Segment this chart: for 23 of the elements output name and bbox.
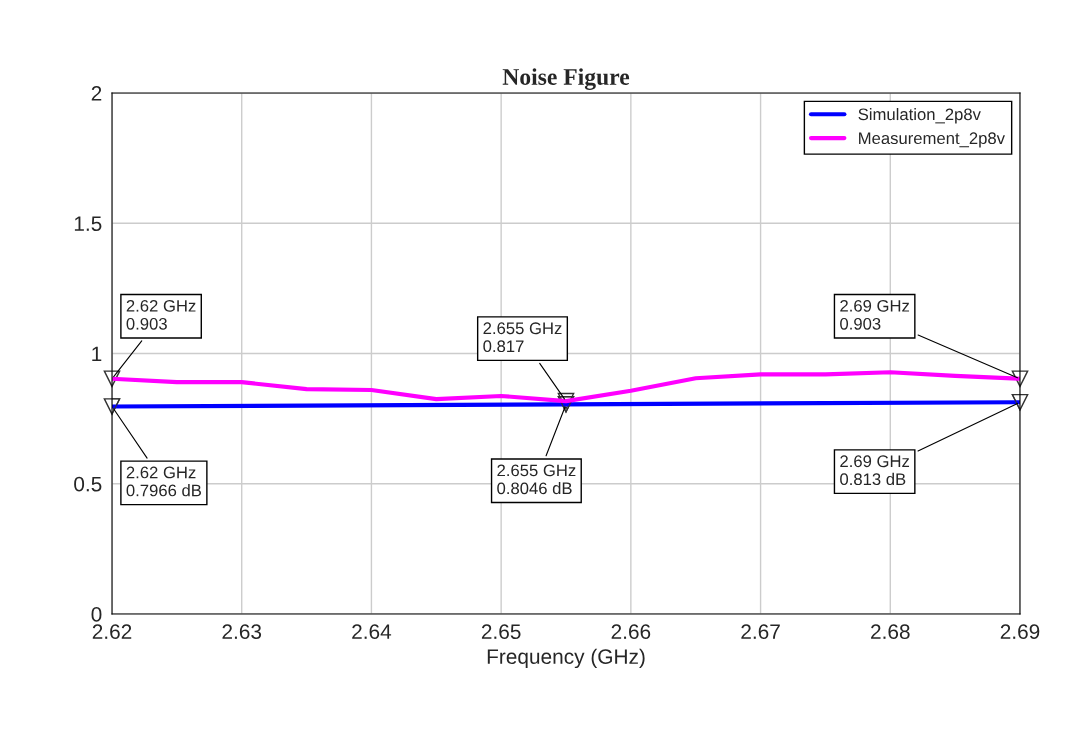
y-tick-label: 1.5: [74, 216, 102, 231]
annotation: 2.655 GHz 0.817: [483, 322, 562, 353]
x-tick-label: 2.68: [871, 624, 910, 640]
legend-label: Measurement_2p8v: [859, 132, 1005, 148]
x-tick-label: 2.64: [352, 624, 392, 640]
annotation: 2.69 GHz 0.813 dB: [840, 455, 910, 486]
x-tick-label: 2.62: [92, 624, 132, 640]
x-tick-label: 2.66: [611, 624, 651, 640]
x-tick-label: 2.65: [481, 624, 521, 640]
annotation: 2.655 GHz 0.8046 dB: [497, 464, 576, 495]
legend-label: Simulation_2p8v: [858, 108, 981, 124]
y-tick-label: 0.5: [74, 476, 102, 492]
annotation: 2.69 GHz 0.903: [840, 299, 910, 330]
y-tick-label: 0: [91, 607, 102, 622]
annotation: 2.62 GHz 0.903: [126, 299, 196, 330]
annotation: 2.62 GHz 0.7966 dB: [126, 466, 201, 497]
x-tick-label: 2.69: [1000, 624, 1040, 640]
x-tick-label: 2.67: [741, 624, 780, 640]
x-axis-title: Frequency (GHz): [487, 648, 645, 669]
x-tick-label: 2.63: [222, 624, 262, 640]
chart-title: Noise Figure: [502, 68, 630, 90]
y-tick-label: 2: [91, 86, 102, 101]
y-tick-label: 1: [92, 346, 102, 362]
